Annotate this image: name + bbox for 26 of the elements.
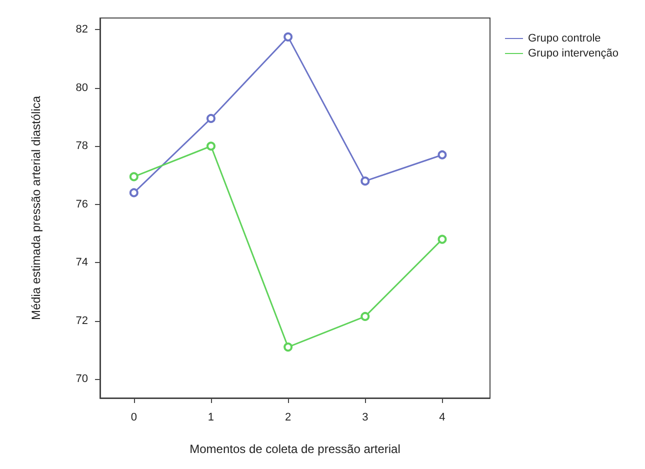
point — [360, 176, 370, 186]
y-tick-label: 76 — [76, 198, 88, 210]
y-tick-label: 70 — [76, 373, 88, 386]
y-axis-title: Média estimada pressão arterial diastólica — [29, 96, 43, 320]
x-axis-title: Momentos de coleta de pressão arterial — [190, 442, 400, 456]
y-tick-label: 82 — [76, 24, 88, 36]
point — [360, 312, 370, 321]
x-tick-label: 3 — [362, 412, 368, 424]
legend-label: Grupo controle — [528, 32, 601, 44]
y-tick-label: 74 — [76, 256, 88, 269]
y-tick-label: 78 — [76, 140, 88, 152]
point — [284, 342, 293, 352]
point — [438, 234, 447, 244]
x-tick-label: 4 — [439, 412, 446, 424]
y-tick-label: 72 — [76, 314, 88, 327]
point — [129, 172, 138, 182]
point — [129, 188, 138, 198]
x-tick-label: 1 — [208, 412, 214, 424]
x-tick-label: 0 — [130, 412, 137, 424]
y-tick-label: 80 — [76, 82, 88, 94]
point — [206, 114, 216, 123]
point — [206, 142, 216, 151]
x-tick-label: 2 — [285, 412, 292, 424]
legend-label: Grupo intervenção — [528, 48, 618, 60]
point — [438, 150, 447, 160]
point — [284, 32, 293, 42]
